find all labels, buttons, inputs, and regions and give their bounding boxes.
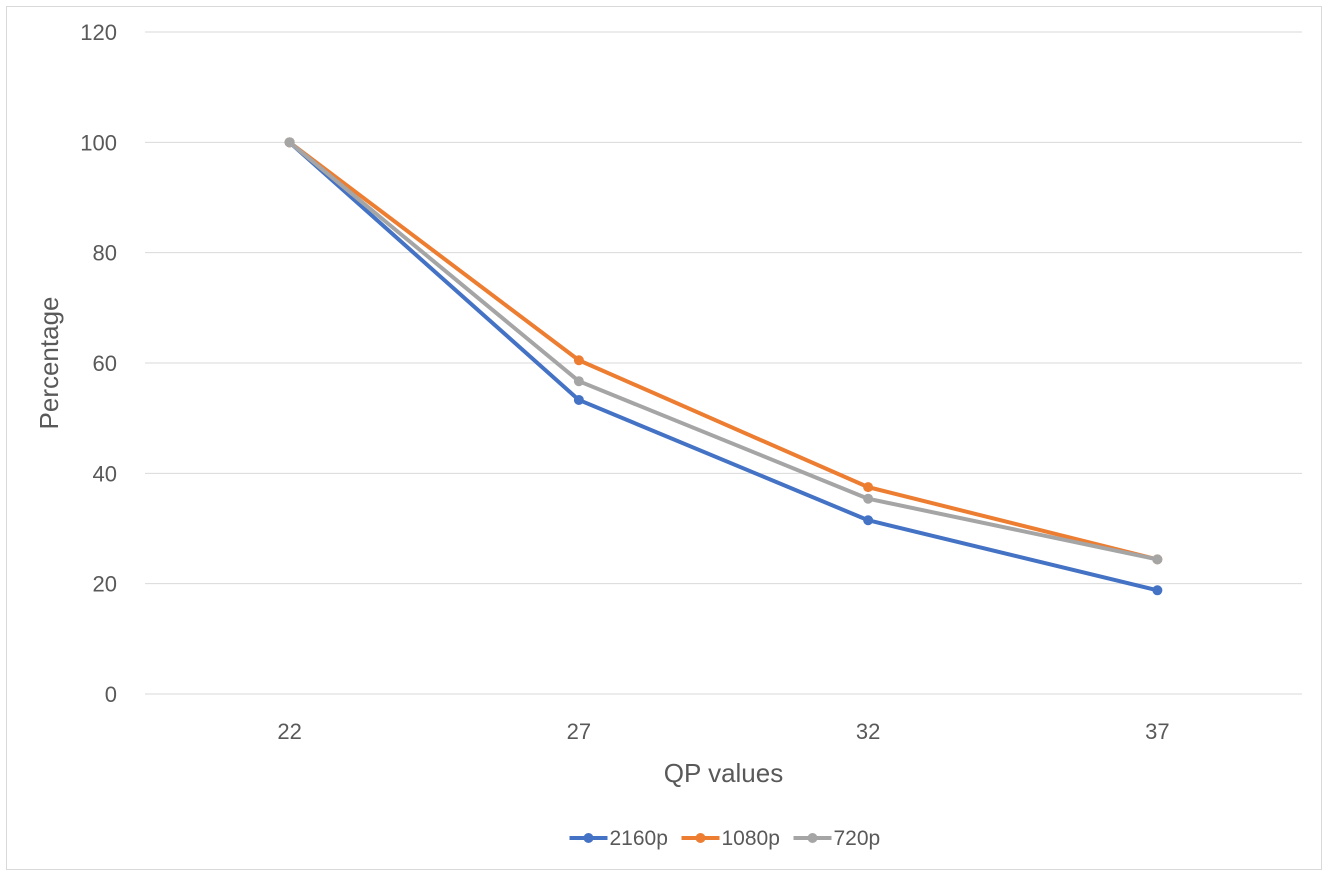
data-point-720p-37 [1152, 554, 1163, 565]
data-point-2160p-32 [863, 515, 874, 526]
series-1080p [284, 137, 1163, 565]
legend-label: 2160p [610, 827, 668, 850]
legend-label: 1080p [722, 827, 780, 850]
x-axis-ticks: 22 27 32 37 [277, 719, 1169, 744]
y-axis-title: Percentage [34, 297, 64, 430]
series-line-1080p [287, 140, 1160, 562]
x-tick-label: 22 [277, 719, 301, 744]
series-lines [284, 137, 1163, 596]
y-tick-label: 100 [80, 130, 117, 155]
y-tick-label: 120 [80, 20, 117, 45]
series-line-2160p [287, 140, 1160, 593]
legend-label: 720p [834, 827, 881, 850]
legend-item-2160p: 2160p [569, 827, 668, 850]
gridlines [145, 31, 1302, 695]
x-tick-label: 32 [856, 719, 880, 744]
legend-swatch-marker [695, 833, 706, 843]
x-tick-label: 37 [1145, 719, 1169, 744]
y-tick-label: 80 [93, 241, 117, 266]
x-axis-title: QP values [664, 758, 783, 788]
y-tick-label: 60 [93, 351, 117, 376]
chart-frame [6, 6, 1322, 870]
y-tick-label: 40 [93, 461, 117, 486]
x-tick-label: 27 [567, 719, 591, 744]
data-point-720p-27 [573, 376, 584, 387]
series-line-720p [287, 140, 1160, 562]
y-tick-label: 0 [105, 682, 117, 707]
y-axis-ticks: 0 20 40 60 80 100 120 [80, 20, 117, 707]
data-point-720p-22 [284, 137, 295, 148]
legend-swatch-marker [807, 833, 818, 843]
legend-item-1080p: 1080p [681, 827, 780, 850]
data-point-1080p-32 [863, 482, 874, 493]
legend: 2160p 1080p 720p [569, 827, 881, 850]
data-point-2160p-27 [573, 394, 584, 405]
y-tick-label: 20 [93, 572, 117, 597]
series-720p [284, 137, 1163, 565]
legend-item-720p: 720p [793, 827, 881, 850]
data-point-1080p-27 [573, 355, 584, 366]
data-point-720p-32 [863, 493, 874, 504]
data-point-2160p-37 [1152, 585, 1163, 596]
legend-swatch-marker [583, 833, 594, 843]
